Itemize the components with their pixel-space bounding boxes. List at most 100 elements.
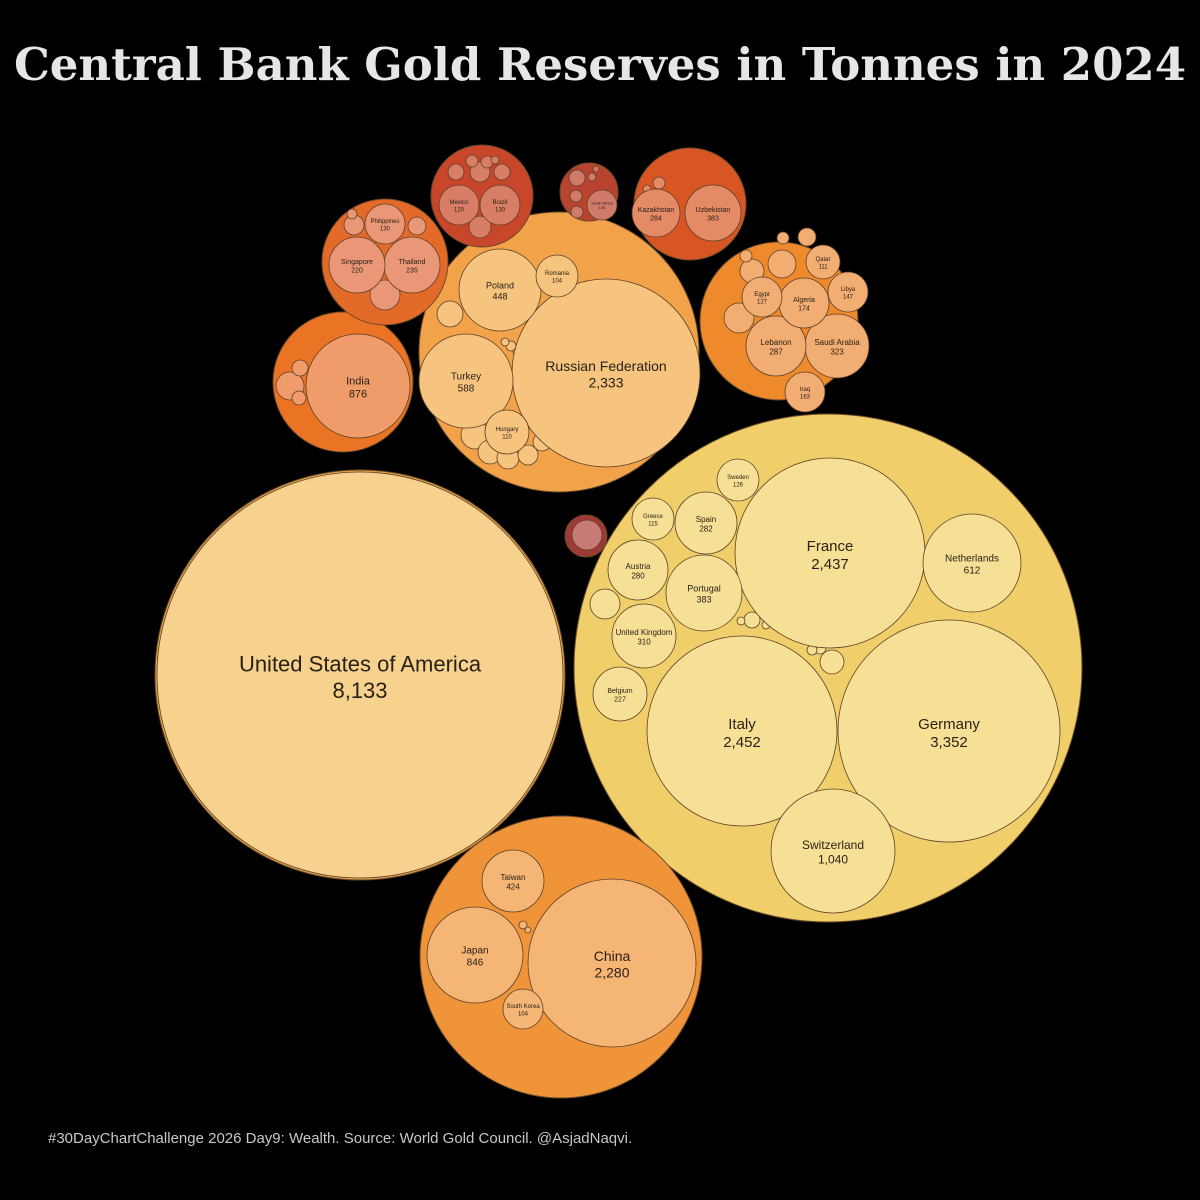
country-bubble-greece[interactable] <box>631 497 675 541</box>
country-label: Switzerland <box>802 838 864 852</box>
country-label: Qatar <box>815 257 830 263</box>
country-label: Italy <box>728 716 756 733</box>
country-label: Russian Federation <box>545 358 666 374</box>
country-label: Uzbekistan <box>696 207 731 214</box>
country-value: 174 <box>798 305 810 312</box>
country-bubble-libya[interactable] <box>827 271 869 313</box>
country-label: Mexico <box>449 200 469 206</box>
country-bubble-belgium[interactable] <box>592 666 648 722</box>
country-bubble-unlabeled <box>493 163 511 181</box>
country-bubble-unlabeled <box>592 165 600 173</box>
country-label: Poland <box>486 281 514 291</box>
country-label: Saudi Arabia <box>814 338 860 347</box>
country-bubble-kazakhstan[interactable] <box>631 188 681 238</box>
country-bubble-taiwan[interactable] <box>481 849 545 913</box>
country-bubble-lebanon[interactable] <box>745 315 807 377</box>
country-bubble-unlabeled <box>490 155 500 165</box>
country-bubble-singapore[interactable] <box>328 236 386 294</box>
country-value: 310 <box>637 637 651 646</box>
country-bubble-mexico[interactable] <box>438 184 480 226</box>
country-value: 280 <box>631 571 645 580</box>
country-label: United States of America <box>239 652 482 677</box>
country-value: 220 <box>351 267 363 274</box>
country-bubble-india[interactable] <box>305 333 411 439</box>
country-label: France <box>807 538 854 555</box>
country-bubble-unlabeled <box>369 279 401 311</box>
country-value: 130 <box>380 226 391 232</box>
country-bubble-uzbekistan[interactable] <box>684 184 742 242</box>
country-label: Greece <box>643 514 663 520</box>
country-bubble-united-kingdom[interactable] <box>611 603 677 669</box>
country-value: 111 <box>818 264 828 270</box>
country-bubble-philippines[interactable] <box>364 203 406 245</box>
country-label: Brazil <box>492 200 507 206</box>
chart-title: Central Bank Gold Reserves in Tonnes in … <box>13 38 1187 91</box>
country-bubble-unlabeled <box>436 300 464 328</box>
country-label: Netherlands <box>945 554 999 565</box>
country-value: 227 <box>614 696 626 703</box>
country-label: Sweden <box>727 475 749 481</box>
country-bubble-unlabeled <box>589 588 621 620</box>
country-bubble-unlabeled <box>652 176 666 190</box>
country-bubble-switzerland[interactable] <box>770 788 896 914</box>
country-label: China <box>594 948 631 964</box>
country-label: Singapore <box>341 259 373 266</box>
country-bubble-japan[interactable] <box>426 906 524 1004</box>
country-label: Portugal <box>687 584 721 594</box>
country-value: 287 <box>769 347 783 356</box>
country-value: 104 <box>518 1011 529 1017</box>
country-value: 8,133 <box>332 678 387 703</box>
country-label: Iraq <box>800 387 810 393</box>
country-value: 282 <box>699 524 713 533</box>
country-bubble-china[interactable] <box>527 878 697 1048</box>
country-bubble-unlabeled <box>797 227 817 247</box>
country-label: Turkey <box>451 372 481 383</box>
country-bubble-hungary[interactable] <box>484 409 530 455</box>
country-bubble-unlabeled <box>739 249 753 263</box>
country-value: 130 <box>495 207 506 213</box>
country-bubble-united-states-of-america[interactable] <box>156 471 564 879</box>
country-bubble-romania[interactable] <box>535 254 579 298</box>
country-bubble-italy[interactable] <box>646 635 838 827</box>
country-value: 104 <box>552 278 563 284</box>
country-bubble-qatar[interactable] <box>805 244 841 280</box>
country-bubble-unlabeled <box>291 390 307 406</box>
country-value: 125 <box>599 205 606 210</box>
country-bubble-unlabeled <box>517 444 539 466</box>
country-bubble-south-africa[interactable] <box>586 189 618 221</box>
country-label: Taiwan <box>501 873 526 882</box>
country-bubble-sweden[interactable] <box>716 458 760 502</box>
country-bubble-germany[interactable] <box>837 619 1061 843</box>
country-value: 1,040 <box>818 853 848 867</box>
country-value: 127 <box>757 299 768 305</box>
country-label: Hungary <box>496 427 519 433</box>
country-bubble-unlabeled <box>776 231 790 245</box>
country-bubble-austria[interactable] <box>607 539 669 601</box>
country-value: 846 <box>467 958 484 969</box>
country-bubble-unlabeled <box>465 154 479 168</box>
country-value: 126 <box>733 482 744 488</box>
country-bubble-turkey[interactable] <box>418 333 514 429</box>
country-bubble-spain[interactable] <box>674 491 738 555</box>
country-label: India <box>346 375 371 387</box>
country-bubble-egypt[interactable] <box>741 276 783 318</box>
country-bubble-unlabeled <box>468 215 492 239</box>
country-bubble-brazil[interactable] <box>479 184 521 226</box>
country-value: 323 <box>830 347 844 356</box>
country-bubble-portugal[interactable] <box>665 554 743 632</box>
country-bubble-netherlands[interactable] <box>922 513 1022 613</box>
country-label: Romania <box>545 271 570 277</box>
country-bubble-south-korea[interactable] <box>502 988 544 1030</box>
country-bubble-unlabeled <box>569 189 583 203</box>
country-value: 2,280 <box>594 965 629 981</box>
country-value: 2,452 <box>723 734 761 751</box>
country-value: 147 <box>843 294 854 300</box>
country-bubble-iraq[interactable] <box>784 371 826 413</box>
country-label: Kazakhstan <box>638 207 675 214</box>
country-value: 284 <box>650 215 662 222</box>
